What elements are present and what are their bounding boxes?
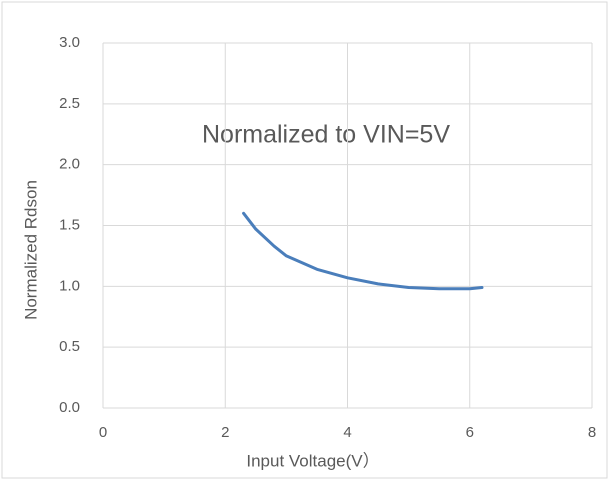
x-tick-label: 0 bbox=[99, 424, 107, 441]
y-tick-label: 0.0 bbox=[59, 399, 80, 416]
x-tick-label: 4 bbox=[343, 424, 351, 441]
x-tick-label: 8 bbox=[588, 424, 596, 441]
x-axis-label: Input Voltage(V） bbox=[246, 451, 379, 470]
data-line bbox=[242, 211, 484, 291]
y-tick-label: 2.5 bbox=[59, 95, 80, 112]
y-tick-label: 3.0 bbox=[59, 34, 80, 51]
y-tick-label: 0.5 bbox=[59, 338, 80, 355]
y-axis-label: Normalized Rdson bbox=[21, 180, 40, 320]
x-tick-label: 6 bbox=[466, 424, 474, 441]
annotation: Normalized to VIN=5V bbox=[202, 121, 450, 149]
x-tick-label: 2 bbox=[221, 424, 229, 441]
y-tick-label: 1.0 bbox=[59, 277, 80, 294]
y-tick-label: 1.5 bbox=[59, 216, 80, 233]
y-tick-label: 2.0 bbox=[59, 156, 80, 173]
